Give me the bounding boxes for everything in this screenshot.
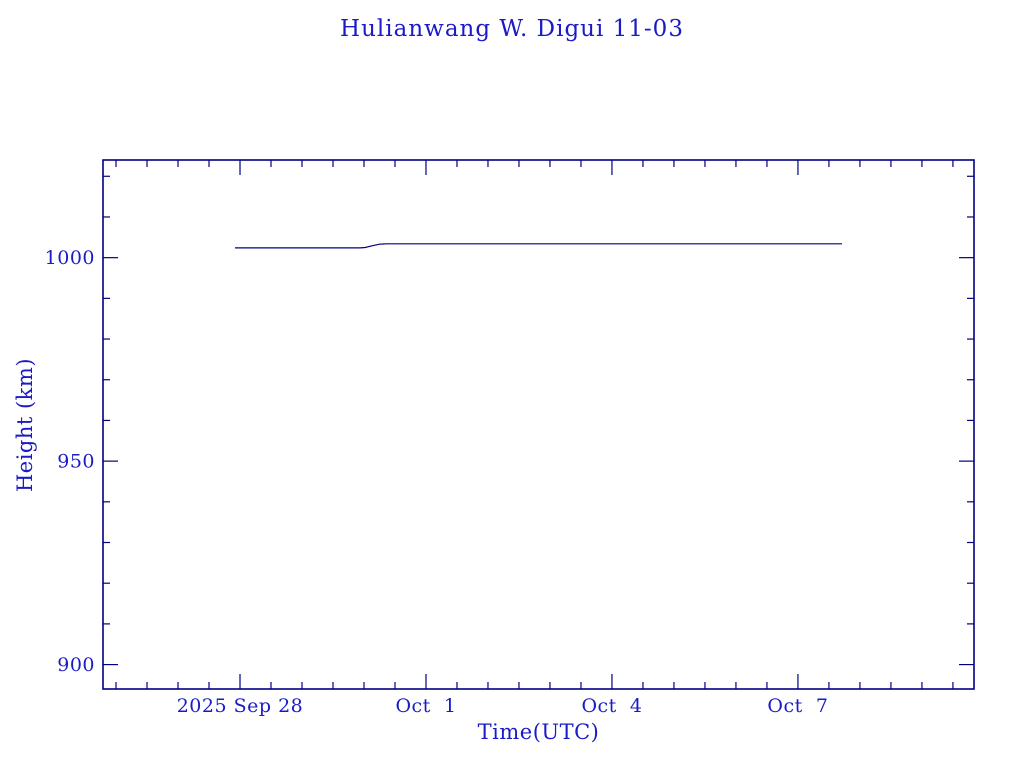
- x-tick-label: Oct 7: [767, 695, 828, 717]
- x-tick-label: Oct 1: [395, 695, 456, 717]
- x-tick-label: Oct 4: [581, 695, 642, 717]
- chart-title: Hulianwang W. Digui 11-03: [340, 16, 684, 42]
- x-tick-label: 2025 Sep 28: [177, 695, 304, 717]
- x-axis-title: Time(UTC): [477, 720, 600, 744]
- y-tick-label: 950: [57, 451, 95, 473]
- y-tick-label: 1000: [45, 247, 95, 269]
- height-series-line: [235, 243, 842, 249]
- y-tick-label: 900: [57, 654, 95, 676]
- plot-frame: [102, 159, 975, 690]
